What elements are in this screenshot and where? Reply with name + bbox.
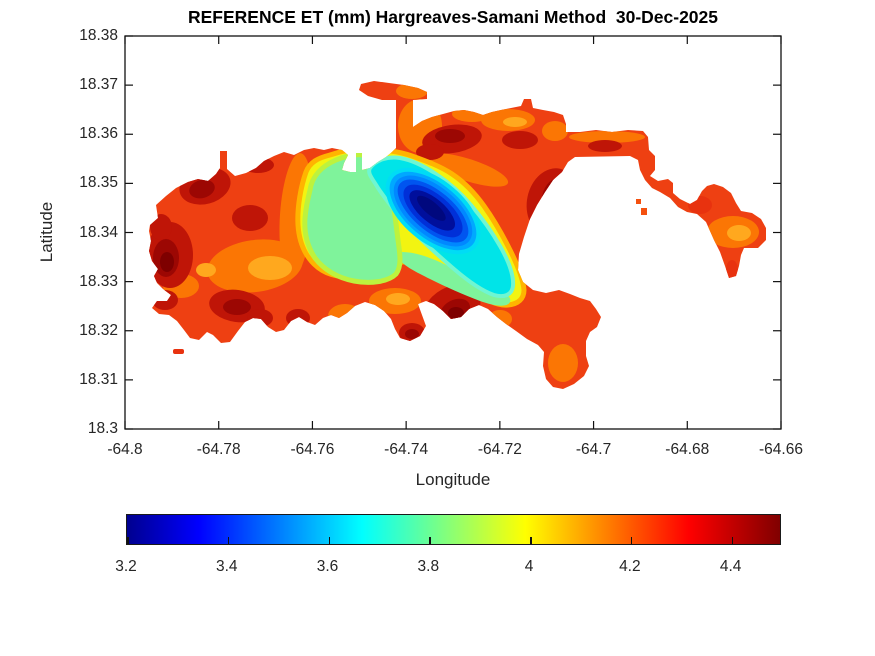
- contour-patch: [435, 129, 465, 143]
- contour-patch: [548, 344, 578, 382]
- islet: [173, 349, 184, 354]
- y-tick-label: 18.35: [79, 174, 118, 192]
- x-tick-label: -64.78: [196, 441, 241, 458]
- contour-patch: [160, 252, 174, 272]
- colorbar-tick-mark: [731, 537, 734, 544]
- contour-patch: [448, 307, 464, 319]
- contour-patch: [286, 309, 310, 327]
- contour-patch: [727, 225, 751, 241]
- colorbar-tick-label: 3.8: [417, 558, 440, 575]
- colorbar-tick-mark: [530, 537, 532, 544]
- x-tick-label: -64.66: [759, 441, 803, 458]
- contour-patch: [416, 144, 444, 160]
- contour-patch: [328, 304, 362, 328]
- colorbar-tick-mark: [429, 537, 431, 544]
- colorbar-tick-label: 3.6: [316, 558, 339, 575]
- colorbar-tick-label: 3.4: [215, 558, 238, 575]
- contour-patch: [551, 183, 565, 203]
- y-tick-label: 18.33: [79, 272, 118, 290]
- contour-patch: [189, 179, 215, 199]
- y-tick-label: 18.3: [87, 420, 118, 437]
- chart-title: REFERENCE ET (mm) Hargreaves-Samani Meth…: [187, 7, 719, 27]
- contour-patch: [196, 263, 216, 277]
- colorbar-tick-label: 3.2: [115, 558, 137, 575]
- contour-patch: [356, 305, 376, 321]
- contour-patch: [503, 117, 527, 127]
- contour-patch: [405, 329, 419, 339]
- contour-patch: [396, 83, 428, 99]
- colorbar: [126, 514, 781, 545]
- y-tick-label: 18.38: [79, 27, 118, 44]
- contour-patch: [542, 121, 568, 141]
- contour-patch: [488, 310, 512, 328]
- y-tick-label: 18.31: [79, 370, 118, 388]
- contour-patch: [150, 214, 172, 240]
- x-tick-label: -64.72: [477, 441, 522, 458]
- y-tick-label: 18.32: [79, 321, 118, 339]
- y-tick-label: 18.37: [79, 76, 118, 94]
- contour-patch: [427, 153, 509, 187]
- contour-light-orange: [196, 117, 751, 305]
- colorbar-tick-label: 4.4: [719, 558, 742, 575]
- colorbar-tick-mark: [328, 537, 331, 544]
- islet: [636, 199, 641, 204]
- contour-patch: [386, 293, 410, 305]
- contour-patch: [242, 157, 274, 173]
- contour-patch: [452, 106, 492, 122]
- y-tick-label: 18.36: [79, 125, 118, 143]
- contour-patch: [502, 131, 538, 149]
- x-tick-label: -64.76: [290, 441, 335, 458]
- x-tick-label: -64.7: [575, 441, 612, 458]
- colorbar-tick-mark: [630, 537, 633, 544]
- contour-patch: [247, 309, 273, 327]
- contour-green-tail: [398, 252, 511, 306]
- x-tick-label: -64.68: [665, 441, 710, 458]
- y-axis-label: Latitude: [37, 201, 56, 263]
- colorbar-tick-mark: [227, 537, 230, 544]
- contour-patch: [223, 299, 251, 315]
- islet: [641, 208, 647, 215]
- contour-patch: [588, 140, 622, 152]
- contour-patch: [416, 195, 446, 221]
- colorbar-tick-label: 4.2: [619, 558, 641, 575]
- axis-tick-marks: [124, 35, 782, 430]
- y-tick-label: 18.34: [79, 223, 118, 241]
- contour-layers: [149, 83, 759, 382]
- contour-patch: [248, 256, 292, 280]
- contour-patch: [688, 196, 712, 214]
- x-tick-label: -64.74: [384, 441, 429, 458]
- contour-patch: [726, 260, 738, 280]
- colorbar-tick-mark: [127, 537, 129, 544]
- contour-patch: [152, 290, 178, 310]
- contour-patch: [569, 131, 645, 143]
- contour-blue-core: [385, 167, 481, 255]
- x-tick-label: -64.8: [107, 441, 143, 458]
- contour-patch: [232, 205, 268, 231]
- colorbar-tick-label: 4: [524, 558, 534, 575]
- x-axis-label: Longitude: [415, 470, 491, 489]
